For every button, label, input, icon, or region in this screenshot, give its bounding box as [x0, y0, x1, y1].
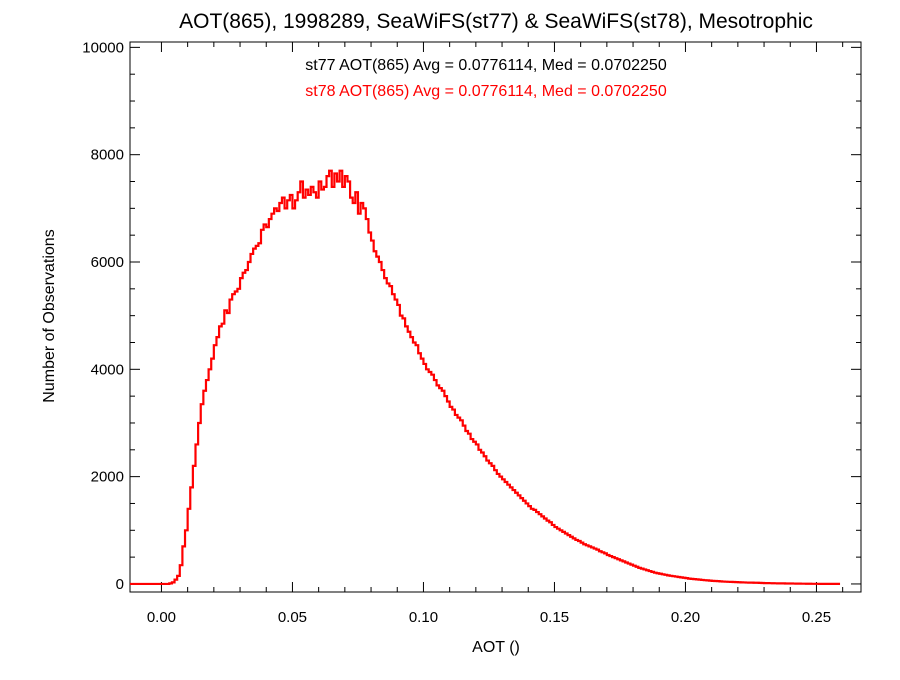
x-tick-label: 0.05 [278, 609, 307, 626]
x-tick-label: 0.25 [802, 609, 831, 626]
annotation-st78: st78 AOT(865) Avg = 0.0776114, Med = 0.0… [305, 83, 667, 100]
plot-frame [129, 41, 862, 593]
y-tick-label: 0 [116, 576, 124, 593]
annotation-st77: st77 AOT(865) Avg = 0.0776114, Med = 0.0… [305, 57, 667, 74]
x-tick-label: 0.10 [409, 609, 438, 626]
plot-border [129, 41, 862, 593]
y-tick-label: 6000 [91, 254, 124, 271]
y-tick-label: 10000 [82, 39, 124, 56]
y-tick-label: 8000 [91, 147, 124, 164]
chart-title: AOT(865), 1998289, SeaWiFS(st77) & SeaWi… [179, 10, 813, 33]
y-tick-label: 2000 [91, 469, 124, 486]
x-tick-label: 0.00 [147, 609, 176, 626]
y-tick-label: 4000 [91, 361, 124, 378]
y-axis-label: Number of Observations [41, 229, 58, 402]
x-tick-label: 0.15 [540, 609, 569, 626]
series-layer [130, 169, 841, 586]
axis-ticks: 0.00 0.05 0.10 0.15 0.20 0.25 0 2000 4000 6000 800… [82, 39, 861, 626]
x-axis-label: AOT () [472, 639, 520, 656]
histogram-series-1 [130, 169, 841, 586]
x-tick-label: 0.20 [671, 609, 700, 626]
